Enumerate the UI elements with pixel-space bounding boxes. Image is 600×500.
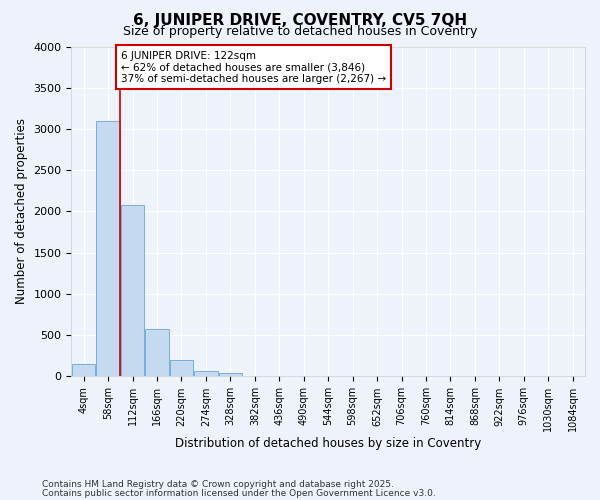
Bar [97,120,120,376]
Text: Contains public sector information licensed under the Open Government Licence v3: Contains public sector information licen… [42,488,436,498]
Text: 6 JUNIPER DRIVE: 122sqm
← 62% of detached houses are smaller (3,846)
37% of semi: 6 JUNIPER DRIVE: 122sqm ← 62% of detache… [121,50,386,84]
Bar [121,205,144,376]
Bar [145,328,169,376]
Y-axis label: Number of detached properties: Number of detached properties [15,118,28,304]
Text: 6, JUNIPER DRIVE, COVENTRY, CV5 7QH: 6, JUNIPER DRIVE, COVENTRY, CV5 7QH [133,12,467,28]
Bar [219,373,242,376]
Bar [194,370,218,376]
Text: Size of property relative to detached houses in Coventry: Size of property relative to detached ho… [123,25,477,38]
Bar [72,364,95,376]
Bar [170,360,193,376]
Text: Contains HM Land Registry data © Crown copyright and database right 2025.: Contains HM Land Registry data © Crown c… [42,480,394,489]
X-axis label: Distribution of detached houses by size in Coventry: Distribution of detached houses by size … [175,437,481,450]
